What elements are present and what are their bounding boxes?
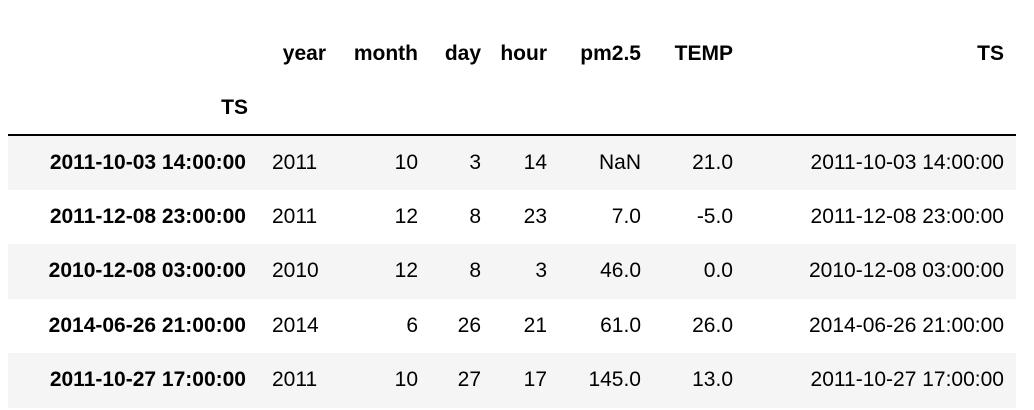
cell-day: 26: [457, 313, 481, 337]
row-index-label: 2014-06-26 21:00:00: [48, 313, 246, 337]
cell-temp: 0.0: [703, 259, 733, 283]
column-header-hour: hour: [500, 42, 547, 65]
cell-temp: 21.0: [692, 150, 733, 174]
cell-temp: -5.0: [696, 204, 733, 228]
cell-hour: 17: [523, 368, 547, 392]
cell-ts: 2014-06-26 21:00:00: [809, 313, 1004, 337]
cell-month: 12: [394, 204, 418, 228]
cell-hour: 14: [523, 150, 547, 174]
cell-hour: 23: [523, 204, 547, 228]
cell-pm25: 61.0: [600, 313, 641, 337]
cell-temp: 13.0: [692, 368, 733, 392]
table-row: 2014-06-26 21:00:00 2014 6 26 21 61.0 26.0 2014…: [8, 299, 1016, 354]
dataframe-table: year month day hour pm2.5 TEMP TS TS 20: [8, 27, 1016, 408]
cell-temp: 26.0: [692, 313, 733, 337]
dataframe-output: year month day hour pm2.5 TEMP TS TS 20: [8, 27, 1018, 408]
cell-day: 8: [469, 204, 481, 228]
cell-hour: 21: [523, 313, 547, 337]
row-index-label: 2011-10-03 14:00:00: [49, 150, 246, 174]
cell-month: 10: [394, 150, 418, 174]
table-row: 2010-12-08 03:00:00 2010 12 8 3 46.0 0.0 2010-1…: [8, 244, 1016, 299]
cell-pm25: 145.0: [588, 368, 641, 392]
index-name-row: TS: [8, 81, 1016, 135]
cell-ts: 2011-10-03 14:00:00: [810, 150, 1004, 174]
cell-pm25: 46.0: [600, 259, 641, 283]
table-row: 2011-10-27 17:00:00 2011 10 27 17 145.0 13.0 20…: [8, 353, 1016, 408]
cell-month: 10: [394, 368, 418, 392]
column-header-year: year: [282, 42, 326, 65]
cell-month: 6: [406, 313, 418, 337]
cell-day: 27: [457, 368, 481, 392]
cell-year: 2011: [272, 150, 318, 174]
column-header-ts: TS: [977, 42, 1004, 65]
cell-ts: 2011-12-08 23:00:00: [810, 204, 1004, 228]
table-row: 2011-10-03 14:00:00 2011 10 3 14 NaN 21.0 2011-…: [8, 135, 1016, 190]
cell-year: 2011: [272, 368, 318, 392]
cell-ts: 2010-12-08 03:00:00: [809, 259, 1004, 283]
cell-hour: 3: [535, 259, 547, 283]
index-name-label: TS: [221, 95, 248, 119]
table-body: 2011-10-03 14:00:00 2011 10 3 14 NaN 21.0 2011-…: [8, 135, 1016, 408]
cell-year: 2011: [272, 204, 318, 228]
column-header-day: day: [444, 42, 481, 65]
cell-month: 12: [394, 259, 418, 283]
cell-day: 8: [469, 259, 481, 283]
column-header-pm25: pm2.5: [580, 42, 641, 65]
column-header-month: month: [353, 42, 418, 65]
cell-year: 2014: [272, 313, 319, 337]
table-row: 2011-12-08 23:00:00 2011 12 8 23 7.0 -5.0 2011-…: [8, 190, 1016, 245]
column-header-row: year month day hour pm2.5 TEMP TS: [8, 27, 1016, 81]
column-header-temp: TEMP: [674, 42, 733, 65]
cell-pm25: 7.0: [611, 204, 641, 228]
cell-day: 3: [469, 150, 481, 174]
cell-ts: 2011-10-27 17:00:00: [810, 368, 1004, 392]
index-corner-cell: [8, 27, 260, 81]
row-index-label: 2011-12-08 23:00:00: [49, 204, 246, 228]
row-index-label: 2010-12-08 03:00:00: [48, 259, 246, 283]
cell-year: 2010: [272, 259, 319, 283]
cell-pm25: NaN: [598, 150, 641, 174]
row-index-label: 2011-10-27 17:00:00: [49, 368, 246, 392]
